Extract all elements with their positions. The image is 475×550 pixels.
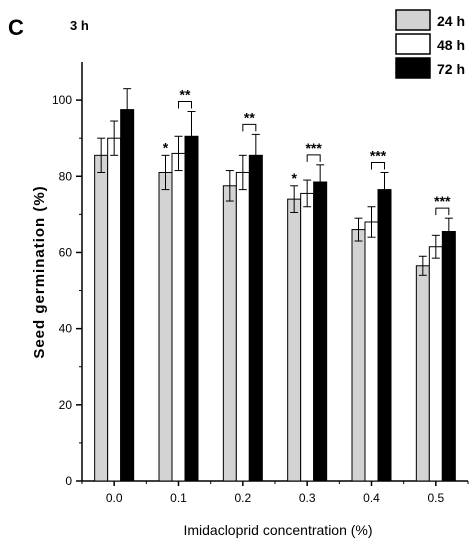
x-tick-label: 0.3 — [299, 491, 316, 505]
significance-label: *** — [305, 140, 322, 156]
error-bars-group — [97, 88, 453, 276]
x-tick-label: 0.2 — [234, 491, 251, 505]
significance-bracket — [242, 123, 257, 132]
y-axis: 0 20 40 60 80 100 — [52, 62, 83, 488]
x-tick-label: 0.5 — [427, 491, 444, 505]
significance-label: *** — [370, 147, 387, 163]
bar — [235, 171, 250, 482]
legend-label-48h: 48 h — [437, 37, 465, 53]
bar — [364, 221, 379, 482]
x-tick-label: 0.1 — [170, 491, 187, 505]
significance-label: ** — [180, 87, 191, 103]
significance-bracket — [306, 154, 321, 162]
bar — [94, 154, 109, 482]
x-tick-label: 0.0 — [106, 491, 123, 505]
bar — [171, 152, 186, 482]
legend-swatch-48h — [395, 33, 431, 55]
legend-label-72h: 72 h — [437, 61, 465, 77]
chart-subtitle: 3 h — [70, 18, 89, 33]
bar — [184, 135, 199, 482]
significance-label: ** — [244, 109, 255, 125]
x-tick-label: 0.4 — [363, 491, 380, 505]
significance-bracket — [371, 161, 385, 170]
bar — [158, 171, 173, 482]
bar — [248, 154, 263, 482]
significance-star: * — [163, 139, 169, 155]
x-axis-label: Imidacloprid concentration (%) — [183, 522, 372, 538]
y-tick-label: 20 — [59, 398, 73, 412]
significance-star: * — [291, 170, 297, 186]
legend-swatch-72h — [395, 57, 431, 79]
bar — [415, 265, 430, 482]
legend-label-24h: 24 h — [437, 13, 465, 29]
bar — [120, 109, 135, 482]
y-tick-label: 0 — [65, 474, 72, 488]
y-axis-label: Seed germination (%) — [31, 185, 48, 358]
bar — [313, 181, 328, 482]
y-tick-label: 80 — [59, 169, 73, 183]
significance-bracket — [178, 101, 192, 109]
bar — [377, 189, 392, 482]
bar — [300, 192, 315, 482]
legend-swatch-24h — [395, 9, 431, 31]
significance-bracket — [435, 207, 450, 216]
panel-letter: C — [8, 15, 24, 40]
bars-group — [94, 109, 456, 482]
significance-group: ********* ****** — [163, 87, 451, 216]
x-axis: 0.0 0.1 0.2 0.3 0.4 0.5 — [81, 480, 469, 505]
bar — [351, 229, 366, 482]
y-tick-label: 100 — [52, 93, 72, 107]
bar — [428, 246, 443, 482]
bar — [441, 231, 456, 482]
y-tick-label: 60 — [59, 245, 73, 259]
significance-label: *** — [434, 193, 451, 209]
legend: 24 h 48 h 72 h — [395, 9, 465, 79]
bar — [222, 185, 237, 482]
bar — [287, 198, 302, 482]
bar — [107, 137, 122, 482]
y-tick-label: 40 — [59, 322, 73, 336]
